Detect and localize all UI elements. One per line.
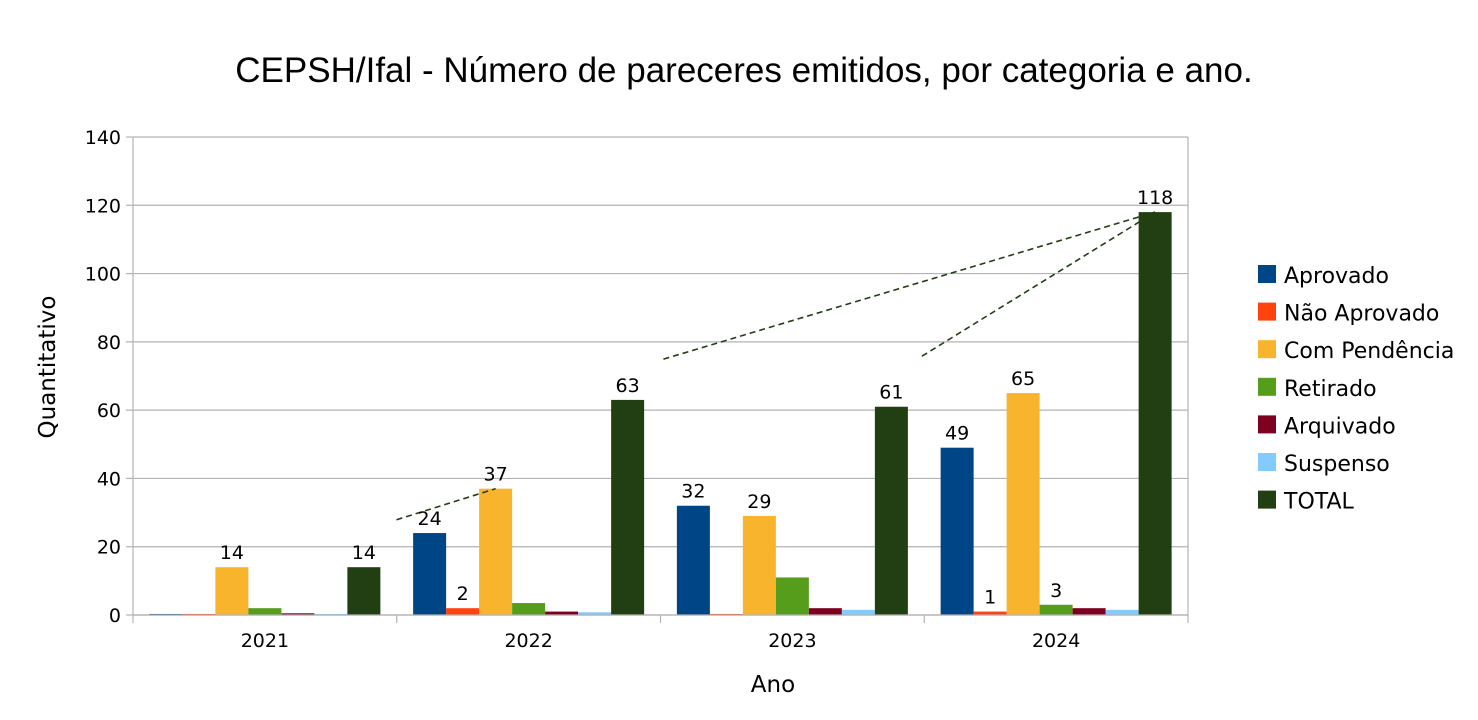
data-label: 24 bbox=[418, 508, 442, 530]
y-tick-label: 60 bbox=[97, 400, 121, 422]
data-label: 61 bbox=[879, 382, 903, 404]
bar-com-pendência bbox=[742, 515, 776, 615]
bar-retirado bbox=[775, 577, 809, 615]
data-label: 29 bbox=[747, 491, 771, 513]
bars bbox=[149, 212, 1172, 615]
data-label: 32 bbox=[681, 481, 705, 503]
data-label: 65 bbox=[1011, 368, 1035, 390]
legend-swatch bbox=[1258, 265, 1276, 283]
axes: 0 20 40 60 80 100 120 140 2021 2022 2023 2024 bbox=[85, 127, 1189, 652]
bar-total bbox=[347, 567, 381, 615]
bar-não-aprovado bbox=[446, 608, 480, 615]
y-tick-label: 20 bbox=[97, 537, 121, 559]
legend-label: Aprovado bbox=[1284, 264, 1389, 289]
x-tick-label: 2024 bbox=[1032, 630, 1080, 652]
legend-label: Com Pendência bbox=[1284, 339, 1454, 364]
legend-label: TOTAL bbox=[1283, 490, 1355, 515]
bar-aprovado bbox=[413, 533, 447, 615]
bar-retirado bbox=[1039, 604, 1073, 615]
x-axis-label: Ano bbox=[751, 672, 795, 698]
bar-aprovado bbox=[940, 447, 974, 615]
legend-swatch bbox=[1258, 377, 1276, 396]
bar-total bbox=[874, 406, 908, 615]
legend-swatch bbox=[1258, 415, 1276, 434]
bar-não-aprovado bbox=[973, 611, 1007, 615]
data-label: 14 bbox=[220, 542, 244, 564]
y-tick-label: 120 bbox=[85, 195, 121, 217]
data-label: 14 bbox=[352, 542, 376, 564]
bar-suspenso bbox=[1105, 609, 1139, 615]
trend-lines bbox=[396, 211, 1156, 521]
trend-line bbox=[396, 487, 496, 521]
bar-suspenso bbox=[578, 612, 612, 615]
trend-line bbox=[921, 211, 1156, 357]
y-tick-label: 80 bbox=[97, 332, 121, 354]
legend: Aprovado Não Aprovado Com Pendência Retirad… bbox=[1258, 264, 1454, 515]
data-label: 3 bbox=[1050, 580, 1062, 602]
data-label: 37 bbox=[484, 464, 508, 486]
y-tick-label: 40 bbox=[97, 468, 121, 490]
data-label: 49 bbox=[945, 423, 969, 445]
legend-label: Suspenso bbox=[1284, 452, 1390, 477]
legend-swatch bbox=[1258, 490, 1276, 509]
chart-title: CEPSH/Ifal - Número de pareceres emitido… bbox=[235, 51, 1252, 90]
data-label: 1 bbox=[984, 587, 996, 609]
bar-arquivado bbox=[1072, 608, 1106, 615]
bar-suspenso bbox=[841, 609, 875, 615]
bar-arquivado bbox=[281, 613, 315, 615]
y-tick-label: 140 bbox=[85, 127, 121, 149]
bar-com-pendência bbox=[215, 567, 249, 615]
data-label: 63 bbox=[616, 375, 640, 397]
bar-total bbox=[611, 399, 645, 615]
bar-retirado bbox=[248, 608, 282, 615]
bar-aprovado bbox=[676, 505, 710, 615]
bar-com-pendência bbox=[1006, 393, 1040, 615]
bar-com-pendência bbox=[479, 488, 513, 615]
y-tick-label: 100 bbox=[85, 264, 121, 286]
legend-swatch bbox=[1258, 453, 1276, 471]
legend-swatch bbox=[1258, 302, 1276, 321]
legend-label: Arquivado bbox=[1284, 414, 1396, 439]
grid bbox=[133, 136, 1188, 616]
bar-arquivado bbox=[808, 608, 842, 615]
bar-arquivado bbox=[545, 611, 579, 615]
legend-label: Retirado bbox=[1284, 377, 1377, 402]
y-axis-label: Quantitativo bbox=[35, 296, 61, 439]
x-tick-label: 2022 bbox=[504, 630, 552, 652]
data-label: 2 bbox=[457, 583, 469, 605]
legend-label: Não Aprovado bbox=[1284, 302, 1439, 327]
x-tick-label: 2023 bbox=[768, 630, 816, 652]
data-label: 118 bbox=[1137, 187, 1173, 209]
y-tick-label: 0 bbox=[109, 605, 121, 627]
bar-retirado bbox=[512, 603, 546, 615]
legend-swatch bbox=[1258, 340, 1276, 359]
x-tick-label: 2021 bbox=[241, 630, 289, 652]
bar-total bbox=[1138, 212, 1172, 615]
data-labels: 24 32 49 2 1 14 37 29 65 3 14 63 61 118 bbox=[220, 187, 1173, 608]
trend-line bbox=[663, 211, 1156, 360]
